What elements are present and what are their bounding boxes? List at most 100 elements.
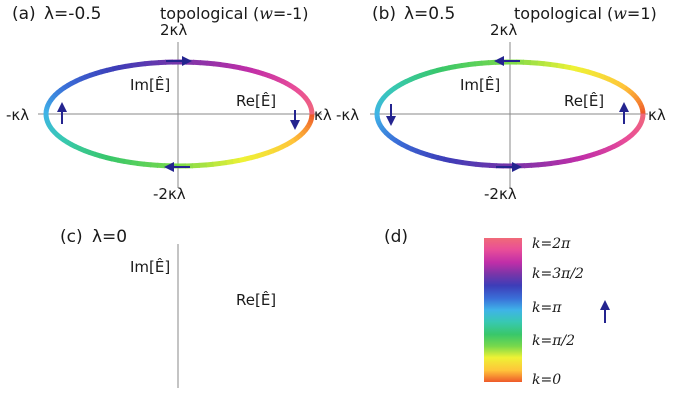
loop-segment — [409, 74, 417, 82]
panel-b-label: (b) — [372, 4, 396, 24]
loop-segment — [288, 137, 296, 145]
loop-segment — [389, 85, 397, 93]
loop-segment — [482, 162, 491, 168]
loop-segment — [212, 160, 221, 167]
loop-segment — [529, 60, 538, 66]
loop-segment — [205, 161, 214, 168]
loop-segment — [634, 125, 641, 132]
loop-segment — [481, 60, 490, 66]
loop-segment — [298, 130, 305, 138]
loop-segment — [629, 130, 637, 137]
loop-segment — [151, 60, 160, 66]
loop-segment — [303, 125, 310, 132]
loop-segment — [66, 80, 74, 88]
panel-b-im-label: Im[Ê] — [460, 75, 500, 94]
panel-c-lambda: λ=0 — [92, 227, 127, 247]
loop-segment — [629, 90, 636, 98]
panel-b-bottom-tick: -2κλ — [484, 185, 517, 203]
loop-segment — [436, 155, 445, 162]
loop-segment — [73, 144, 82, 152]
loop-segment — [639, 107, 646, 112]
panel-b-left-tick: -κλ — [336, 106, 359, 124]
panel-a-bottom-tick: -2κλ — [153, 185, 186, 203]
loop-segment — [636, 98, 643, 105]
loop-segment — [390, 135, 397, 143]
loop-segment — [284, 140, 292, 148]
loop-segment — [400, 79, 408, 86]
loop-segment — [137, 61, 146, 68]
loop-segment — [602, 74, 610, 82]
loop-segment — [425, 152, 434, 159]
loop-segment — [586, 69, 595, 76]
loop-segment — [639, 115, 646, 120]
loop-segment — [266, 148, 274, 156]
loop-segment — [280, 142, 288, 150]
loop-segment — [307, 118, 314, 124]
loop-segment — [136, 160, 145, 167]
panel-b-lambda: λ=0.5 — [404, 4, 455, 24]
panel-d-label: (d) — [384, 227, 408, 247]
loop-segment — [549, 61, 558, 68]
loop-segment — [616, 139, 624, 147]
loop-segment — [292, 85, 300, 93]
loop-segment — [575, 66, 584, 73]
loop-segment — [123, 158, 132, 166]
loop-segment — [414, 73, 422, 80]
loop-segment — [636, 123, 643, 129]
loop-segment — [295, 133, 303, 140]
loop-segment — [626, 132, 634, 140]
loop-segment — [99, 153, 108, 161]
loop-segment — [300, 128, 308, 135]
panel-d-tick-0: k=0 — [532, 372, 561, 388]
panel-d: (d) k=2π k=3π/2 k=π k=π/2 k=0 — [384, 227, 610, 388]
loop-segment — [305, 123, 312, 130]
loop-segment — [474, 60, 483, 67]
loop-segment — [424, 69, 433, 77]
loop-segment — [79, 74, 87, 82]
panel-d-colorbar — [484, 238, 522, 382]
loop-segment — [292, 135, 299, 143]
loop-segment — [249, 153, 258, 161]
loop-segment — [374, 116, 381, 121]
panel-a-arrow-right — [290, 110, 300, 130]
panel-d-tick-2pi: k=2π — [532, 236, 571, 252]
panel-d-tick-pi: k=π — [532, 300, 562, 316]
loop-segment — [256, 69, 265, 77]
loop-segment — [238, 65, 247, 72]
loop-segment — [623, 135, 631, 143]
loop-segment — [44, 104, 51, 110]
loop-segment — [62, 83, 70, 91]
loop-segment — [419, 71, 428, 78]
loop-segment — [575, 154, 584, 162]
loop-segment — [244, 155, 253, 162]
loop-segment — [396, 81, 404, 89]
loop-segment — [53, 90, 60, 98]
panel-c-re-label: Re[Ê] — [236, 290, 276, 309]
panel-c: (c) λ=0 Im[Ê] Re[Ê] — [47, 227, 317, 388]
loop-segment — [563, 157, 572, 164]
panel-a-lambda: λ=-0.5 — [44, 4, 101, 24]
loop-segment — [58, 135, 66, 143]
loop-segment — [46, 123, 53, 129]
loop-segment — [475, 161, 484, 168]
loop-segment — [638, 104, 645, 110]
loop-segment — [543, 61, 552, 68]
loop-segment — [74, 76, 82, 84]
loop-segment — [557, 158, 566, 166]
loop-segment — [455, 159, 464, 166]
loop-segment — [83, 148, 91, 155]
loop-segment — [381, 93, 388, 100]
loop-segment — [449, 157, 458, 165]
panel-d-tick-pi2: k=π/2 — [532, 333, 575, 349]
panel-a-arrow-left — [57, 102, 67, 124]
loop-segment — [78, 146, 86, 154]
loop-segment — [615, 80, 623, 88]
panel-c-label: (c) — [60, 227, 83, 247]
loop-segment — [143, 161, 152, 168]
loop-segment — [295, 88, 303, 96]
loop-segment — [580, 67, 589, 75]
loop-segment — [70, 78, 78, 86]
panel-a-arrow-bottom — [164, 162, 190, 172]
loop-segment — [305, 99, 312, 105]
loop-segment — [250, 67, 259, 75]
